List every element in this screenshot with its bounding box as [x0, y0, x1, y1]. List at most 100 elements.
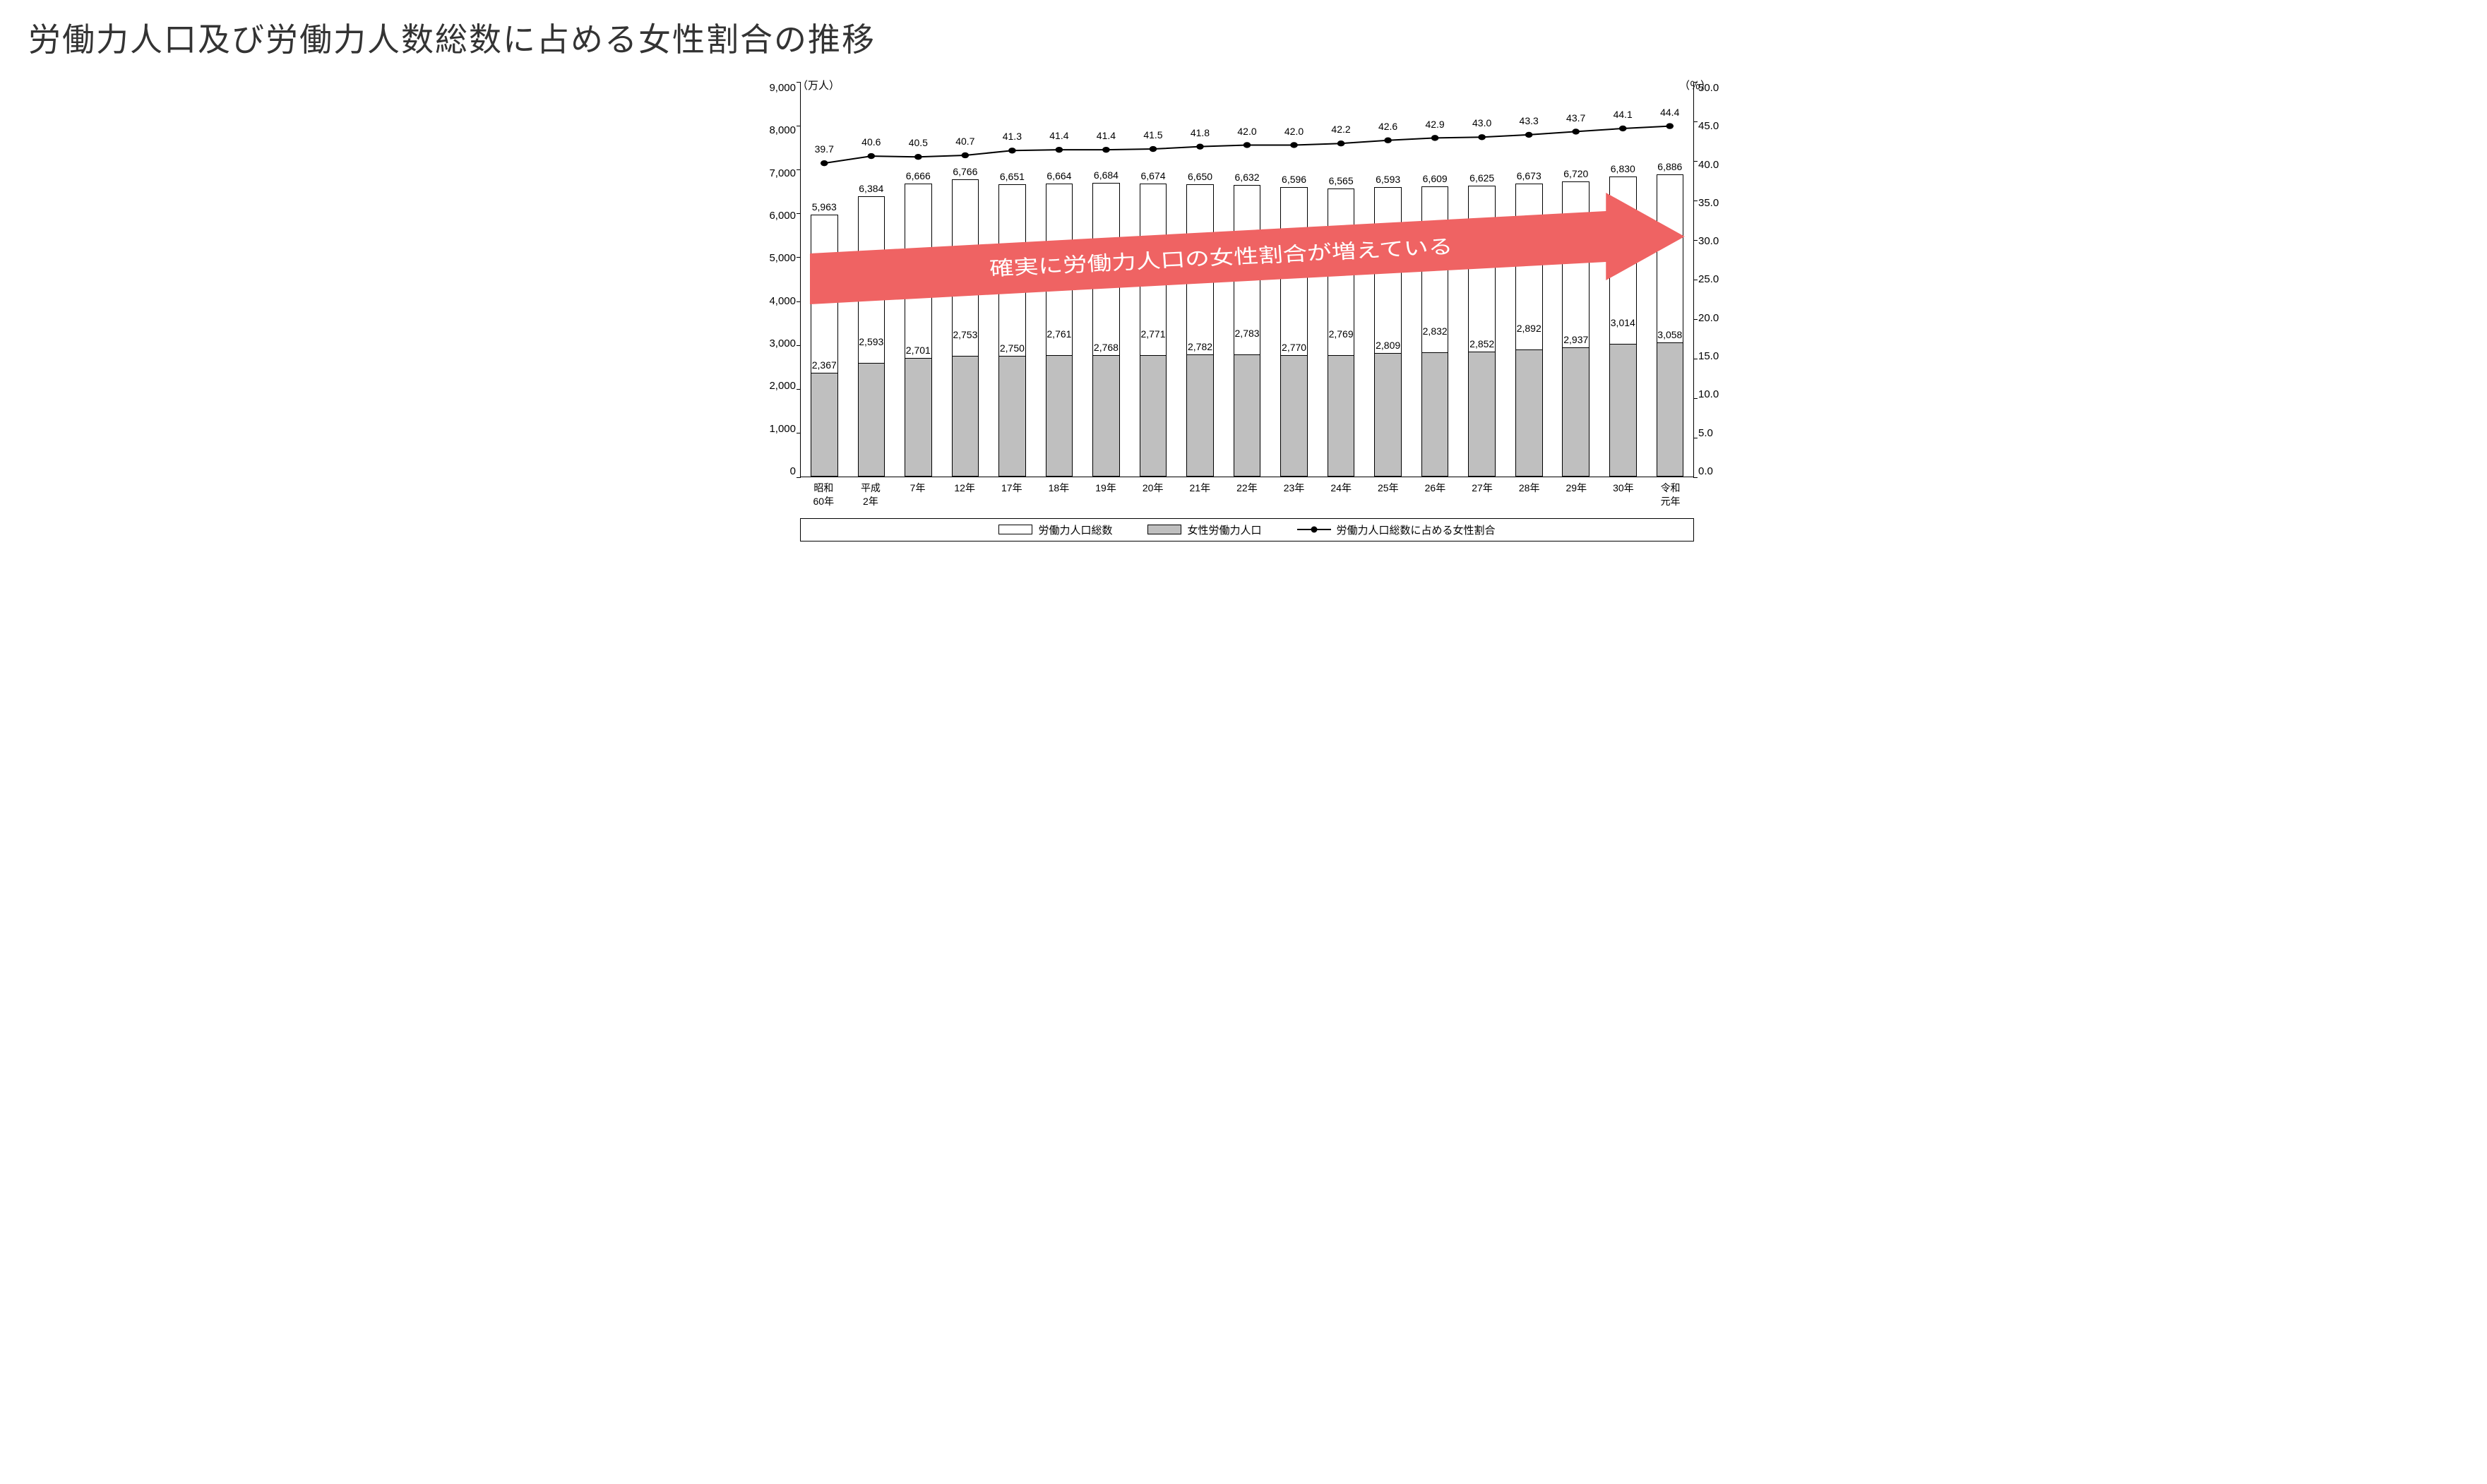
- bar-female: [1374, 353, 1402, 477]
- female-value-label: 2,937: [1553, 334, 1600, 345]
- bar-group: 6,596 2,770: [1270, 82, 1318, 477]
- bar-group: 5,963 2,367: [801, 82, 848, 477]
- y-left-tick-label: 4,000: [756, 295, 796, 307]
- bar-female: [1280, 355, 1308, 477]
- female-value-label: 2,771: [1130, 328, 1177, 340]
- bar-group: 6,673 2,892: [1505, 82, 1553, 477]
- y-right-tick-label: 35.0: [1698, 197, 1731, 209]
- x-tick-label: 22年: [1224, 477, 1271, 508]
- legend: 労働力人口総数 女性労働力人口 労働力人口総数に占める女性割合: [800, 518, 1694, 541]
- bar-female: [905, 358, 932, 477]
- ratio-value-label: 42.6: [1378, 121, 1397, 132]
- female-value-label: 2,832: [1412, 325, 1459, 337]
- x-tick-label: 17年: [989, 477, 1036, 508]
- bar-group: 6,609 2,832: [1412, 82, 1459, 477]
- y-left-tick-label: 6,000: [756, 210, 796, 222]
- ratio-value-label: 41.8: [1191, 127, 1210, 138]
- x-tick-label: 28年: [1505, 477, 1553, 508]
- female-value-label: 2,783: [1224, 328, 1271, 339]
- y-left-tick-label: 3,000: [756, 337, 796, 349]
- total-value-label: 6,673: [1505, 170, 1553, 181]
- legend-label-ratio: 労働力人口総数に占める女性割合: [1337, 522, 1496, 537]
- chart-container: （万人） （％） 9,0008,0007,0006,0005,0004,0003…: [756, 82, 1731, 541]
- ratio-value-label: 40.7: [955, 136, 974, 147]
- ratio-value-label: 41.3: [1003, 131, 1022, 142]
- bar-female: [1328, 355, 1355, 477]
- x-axis: 昭和 60年平成 2年7年12年17年18年19年20年21年22年23年24年…: [800, 477, 1694, 508]
- ratio-value-label: 43.0: [1472, 117, 1491, 128]
- bar-female: [1609, 344, 1637, 477]
- bar-group: 6,632 2,783: [1224, 82, 1271, 477]
- legend-swatch-total: [998, 525, 1032, 534]
- total-value-label: 6,384: [848, 183, 895, 194]
- y-right-tick-label: 45.0: [1698, 120, 1731, 132]
- x-tick-label: 30年: [1600, 477, 1647, 508]
- total-value-label: 6,596: [1270, 174, 1318, 185]
- female-value-label: 2,768: [1083, 342, 1130, 353]
- x-tick-label: 平成 2年: [847, 477, 895, 508]
- total-value-label: 5,963: [801, 201, 848, 213]
- bar-female: [858, 363, 885, 477]
- x-tick-label: 20年: [1129, 477, 1176, 508]
- bar-female: [1515, 349, 1543, 477]
- total-value-label: 6,651: [989, 171, 1036, 182]
- ratio-value-label: 43.7: [1566, 112, 1585, 124]
- x-tick-label: 29年: [1553, 477, 1600, 508]
- x-tick-label: 19年: [1083, 477, 1130, 508]
- ratio-value-label: 42.2: [1331, 124, 1350, 135]
- bar-group: 6,8303,014: [1599, 82, 1647, 477]
- bar-group: 6,6502,782: [1176, 82, 1224, 477]
- y-right-tick-label: 15.0: [1698, 350, 1731, 362]
- female-value-label: 2,593: [848, 336, 895, 347]
- y-right-tick-label: 40.0: [1698, 159, 1731, 171]
- female-value-label: 2,701: [895, 345, 942, 356]
- x-tick-label: 26年: [1412, 477, 1459, 508]
- female-value-label: 3,058: [1647, 329, 1694, 340]
- total-value-label: 6,674: [1130, 170, 1177, 181]
- female-value-label: 2,852: [1458, 338, 1505, 349]
- x-tick-label: 24年: [1318, 477, 1365, 508]
- ratio-value-label: 40.6: [861, 136, 881, 148]
- total-value-label: 6,609: [1412, 173, 1459, 184]
- x-tick-label: 昭和 60年: [800, 477, 847, 508]
- ratio-value-label: 39.7: [815, 143, 834, 155]
- ratio-value-label: 44.1: [1614, 109, 1633, 120]
- bar-group: 6,5932,809: [1364, 82, 1412, 477]
- bar-female: [952, 356, 979, 477]
- female-value-label: 2,753: [942, 329, 989, 340]
- x-tick-label: 27年: [1459, 477, 1506, 508]
- ratio-value-label: 43.3: [1520, 115, 1539, 126]
- total-value-label: 6,886: [1647, 161, 1694, 172]
- bar-female: [1421, 352, 1449, 477]
- female-value-label: 2,770: [1270, 342, 1318, 353]
- total-value-label: 6,664: [1036, 170, 1083, 181]
- y-left-tick-label: 8,000: [756, 124, 796, 136]
- x-tick-label: 12年: [941, 477, 989, 508]
- x-tick-label: 23年: [1270, 477, 1318, 508]
- ratio-value-label: 41.4: [1049, 130, 1068, 141]
- total-value-label: 6,565: [1318, 175, 1365, 186]
- bar-female: [1140, 355, 1167, 477]
- ratio-value-label: 42.0: [1237, 126, 1256, 137]
- total-value-label: 6,684: [1083, 169, 1130, 181]
- female-value-label: 2,892: [1505, 323, 1553, 334]
- x-tick-label: 21年: [1176, 477, 1224, 508]
- bar-female: [998, 356, 1026, 477]
- total-value-label: 6,720: [1553, 168, 1600, 179]
- page-title: 労働力人口及び労働力人数総数に占める女性割合の推移: [28, 14, 2459, 61]
- female-value-label: 2,809: [1364, 340, 1412, 351]
- bar-group: 6,886 3,058: [1647, 82, 1694, 477]
- y-axis-right: 50.045.040.035.030.025.020.015.010.05.00…: [1694, 82, 1731, 477]
- ratio-value-label: 44.4: [1660, 107, 1679, 118]
- legend-item-total: 労働力人口総数: [998, 522, 1112, 537]
- female-value-label: 2,367: [801, 359, 848, 371]
- legend-swatch-ratio: [1297, 529, 1331, 530]
- y-left-tick-label: 7,000: [756, 167, 796, 179]
- total-value-label: 6,632: [1224, 172, 1271, 183]
- bar-group: 6,720 2,937: [1553, 82, 1600, 477]
- total-value-label: 6,666: [895, 170, 942, 181]
- y-left-tick-label: 9,000: [756, 82, 796, 94]
- ratio-value-label: 41.4: [1097, 130, 1116, 141]
- female-value-label: 2,769: [1318, 328, 1365, 340]
- y-right-tick-label: 25.0: [1698, 273, 1731, 285]
